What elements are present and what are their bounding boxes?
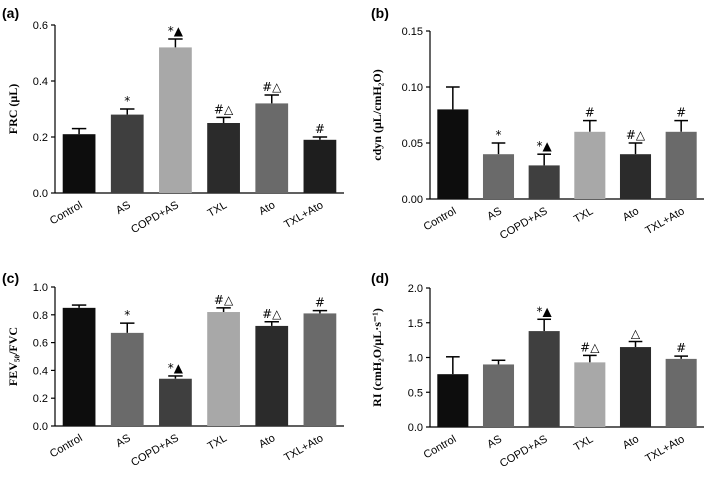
chart-panel-4: (d) 0.0 0.5 1.0 1.5 2.0 RI (cmH₂O/μL·s⁻¹) Contr… <box>370 270 704 470</box>
chart-panel-2: (b) 0.00 0.05 0.10 0.15 cdyn (μL/cmH₂O) Contro… <box>370 5 704 242</box>
y-tick-label: 0.0 <box>33 188 48 200</box>
significance-mark: *▲ <box>168 361 184 375</box>
x-tick-label: TXL <box>206 199 229 219</box>
bar-ato <box>619 154 652 199</box>
x-tick-label: Ato <box>257 199 277 218</box>
significance-mark: #△ <box>626 128 646 142</box>
bar-txl-ato <box>665 131 697 199</box>
significance-mark: #△ <box>262 80 282 94</box>
x-tick-label: Control <box>48 199 85 227</box>
bar-copd-as <box>159 47 192 194</box>
y-tick-label: 0.6 <box>33 338 48 350</box>
significance-mark: # <box>315 122 325 136</box>
bar-txl-ato <box>303 313 337 426</box>
panel-label: (c) <box>2 270 19 286</box>
bar-txl <box>574 131 606 199</box>
y-tick-label: 0.4 <box>33 76 48 88</box>
x-tick-label: TXL+Ato <box>282 199 325 231</box>
y-tick-label: 0.4 <box>33 365 48 377</box>
panel-label: (d) <box>371 270 389 286</box>
bar-as <box>482 364 515 427</box>
chart-panel-1: (a) 0.0 0.2 0.4 0.6 FRC (μL) Control AS * COPD+AS… <box>2 5 344 236</box>
bar-copd-as <box>528 331 560 427</box>
y-tick-label: 0.2 <box>33 393 48 405</box>
y-tick-label: 0.15 <box>402 26 423 38</box>
y-tick-label: 0.5 <box>408 387 423 399</box>
x-tick-label: AS <box>114 199 133 217</box>
x-tick-label: AS <box>114 432 133 450</box>
significance-mark: #△ <box>262 307 282 321</box>
bar-ato <box>619 347 652 427</box>
y-tick-label: 1.0 <box>408 353 423 365</box>
chart-panel-3: (c) 0.0 0.2 0.4 0.6 0.8 1.0 FEV₅₀/FVC Control AS *… <box>2 270 344 469</box>
bar-txl <box>207 123 240 193</box>
bar-as <box>482 154 515 199</box>
y-axis-title: FEV₅₀/FVC <box>6 327 20 386</box>
bar-control <box>62 134 96 193</box>
significance-mark: # <box>676 106 686 120</box>
x-tick-label: TXL+Ato <box>643 433 686 465</box>
y-tick-label: 1.5 <box>408 318 423 330</box>
y-tick-label: 0.05 <box>402 138 423 150</box>
y-axis-title: RI (cmH₂O/μL·s⁻¹) <box>370 308 384 407</box>
significance-mark: *▲ <box>537 304 553 318</box>
x-tick-label: COPD+AS <box>129 432 181 469</box>
x-tick-label: TXL <box>572 433 595 453</box>
bar-as <box>110 332 144 426</box>
y-tick-label: 2.0 <box>408 283 423 295</box>
x-tick-label: AS <box>485 205 504 223</box>
y-axis-title: FRC (μL) <box>6 84 20 134</box>
x-tick-label: TXL <box>206 432 229 452</box>
significance-mark: * <box>124 308 130 322</box>
significance-mark: #△ <box>214 293 234 307</box>
x-tick-label: TXL+Ato <box>282 432 325 464</box>
x-tick-label: COPD+AS <box>498 205 550 242</box>
panel-label: (a) <box>2 5 19 21</box>
x-tick-label: COPD+AS <box>129 199 181 236</box>
significance-mark: * <box>124 94 130 108</box>
bar-txl-ato <box>303 139 337 193</box>
significance-mark: # <box>315 296 325 310</box>
bar-control <box>437 374 469 427</box>
x-tick-label: AS <box>485 433 504 451</box>
bar-as <box>110 114 144 193</box>
significance-mark: *▲ <box>168 24 184 38</box>
x-tick-label: TXL+Ato <box>643 205 686 237</box>
significance-mark: * <box>496 128 502 142</box>
panel-label: (b) <box>371 5 389 21</box>
y-tick-label: 1.0 <box>33 282 48 294</box>
bar-txl-ato <box>665 358 697 427</box>
significance-mark: # <box>676 341 686 355</box>
x-tick-label: Ato <box>621 433 641 452</box>
bar-ato <box>255 103 289 193</box>
significance-mark: # <box>585 106 595 120</box>
significance-mark: *▲ <box>537 139 553 153</box>
y-tick-label: 0.00 <box>402 194 423 206</box>
y-tick-label: 0.0 <box>408 422 423 434</box>
significance-mark: △ <box>631 327 641 341</box>
x-tick-label: TXL <box>572 205 595 225</box>
bar-txl <box>574 362 606 427</box>
significance-mark: #△ <box>214 102 234 116</box>
y-tick-label: 0.6 <box>33 20 48 32</box>
y-tick-label: 0.2 <box>33 132 48 144</box>
x-tick-label: Control <box>48 432 85 460</box>
y-tick-label: 0.8 <box>33 310 48 322</box>
bar-copd-as <box>528 165 560 199</box>
x-tick-label: Ato <box>257 432 277 451</box>
y-tick-label: 0.0 <box>33 421 48 433</box>
bar-ato <box>255 325 289 426</box>
bar-control <box>437 109 469 199</box>
y-axis-title: cdyn (μL/cmH₂O) <box>370 69 384 160</box>
bar-control <box>62 307 96 426</box>
significance-mark: #△ <box>580 340 600 354</box>
bar-copd-as <box>159 378 192 426</box>
bar-txl <box>207 312 240 426</box>
x-tick-label: Control <box>422 433 459 461</box>
y-tick-label: 0.10 <box>402 82 423 94</box>
x-tick-label: COPD+AS <box>498 433 550 470</box>
x-tick-label: Control <box>422 205 459 233</box>
x-tick-label: Ato <box>621 205 641 224</box>
